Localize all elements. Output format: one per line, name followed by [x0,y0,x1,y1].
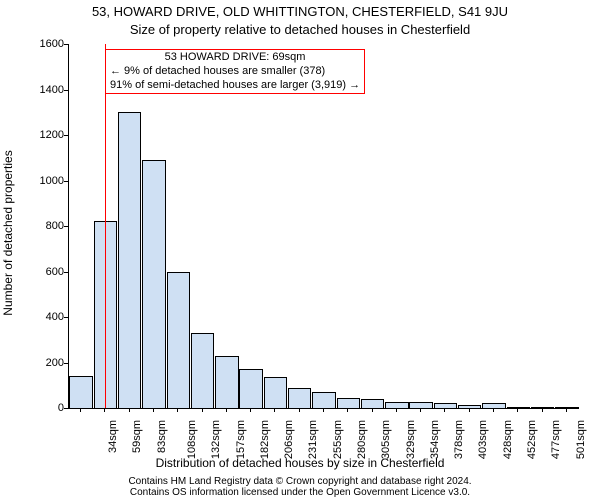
property-histogram: 53, HOWARD DRIVE, OLD WHITTINGTON, CHEST… [0,0,600,500]
y-tick-label: 600 [24,266,64,278]
x-tick-label: 477sqm [550,420,562,459]
x-tick-label: 501sqm [575,420,587,459]
footer-line-2: Contains OS information licensed under t… [0,487,600,498]
y-tick-label: 1000 [24,175,64,187]
x-tick-mark [153,408,154,412]
x-tick-label: 59sqm [131,420,143,453]
x-tick-mark [444,408,445,412]
x-tick-mark [299,408,300,412]
x-tick-mark [177,408,178,412]
y-tick-label: 400 [24,311,64,323]
x-tick-label: 108sqm [186,420,198,459]
x-tick-label: 206sqm [283,420,295,459]
histogram-bar [361,399,384,408]
histogram-bar [215,356,238,408]
histogram-bar [167,272,190,409]
x-tick-label: 83sqm [156,420,168,453]
x-tick-mark [517,408,518,412]
y-tick-mark [64,44,68,45]
histogram-bar [288,388,311,408]
x-tick-label: 280sqm [356,420,368,459]
x-tick-mark [226,408,227,412]
y-tick-label: 800 [24,220,64,232]
x-tick-mark [420,408,421,412]
histogram-bar [69,376,92,408]
y-tick-label: 1200 [24,129,64,141]
x-tick-label: 157sqm [235,420,247,459]
x-tick-label: 354sqm [429,420,441,459]
x-tick-mark [542,408,543,412]
y-tick-mark [64,363,68,364]
y-tick-label: 1400 [24,84,64,96]
y-tick-mark [64,90,68,91]
y-tick-mark [64,226,68,227]
annotation-line: 53 HOWARD DRIVE: 69sqm [110,51,360,65]
marker-annotation: 53 HOWARD DRIVE: 69sqm← 9% of detached h… [105,49,365,94]
annotation-line: ← 9% of detached houses are smaller (378… [110,65,360,79]
x-tick-mark [372,408,373,412]
property-marker-line [105,44,106,408]
histogram-bar [531,407,554,408]
histogram-bar [409,402,432,408]
x-tick-mark [396,408,397,412]
plot-area [68,44,579,409]
x-tick-label: 428sqm [502,420,514,459]
x-tick-label: 452sqm [526,420,538,459]
chart-title-sub: Size of property relative to detached ho… [0,22,600,37]
x-tick-mark [469,408,470,412]
histogram-bar [555,407,578,408]
y-tick-mark [64,272,68,273]
x-tick-mark [493,408,494,412]
y-tick-label: 200 [24,357,64,369]
y-tick-mark [64,317,68,318]
x-tick-label: 329sqm [405,420,417,459]
y-tick-label: 0 [24,402,64,414]
y-tick-mark [64,181,68,182]
histogram-bar [458,405,481,408]
x-tick-mark [566,408,567,412]
x-tick-mark [202,408,203,412]
x-tick-mark [129,408,130,412]
histogram-bar [142,160,165,408]
x-tick-mark [250,408,251,412]
y-tick-label: 1600 [24,38,64,50]
x-tick-mark [323,408,324,412]
x-tick-label: 34sqm [107,420,119,453]
x-tick-mark [104,408,105,412]
footer-line-1: Contains HM Land Registry data © Crown c… [0,476,600,487]
histogram-bar [191,333,214,408]
histogram-bar [385,402,408,408]
histogram-bar [337,398,360,408]
histogram-bar [118,112,141,408]
chart-footer: Contains HM Land Registry data © Crown c… [0,476,600,498]
chart-title-main: 53, HOWARD DRIVE, OLD WHITTINGTON, CHEST… [0,4,600,19]
x-tick-label: 403sqm [478,420,490,459]
x-tick-mark [347,408,348,412]
y-tick-mark [64,135,68,136]
histogram-bar [264,377,287,408]
histogram-bar [434,403,457,408]
x-tick-label: 378sqm [453,420,465,459]
x-tick-label: 255sqm [332,420,344,459]
annotation-line: 91% of semi-detached houses are larger (… [110,79,360,93]
x-tick-mark [80,408,81,412]
x-tick-label: 231sqm [308,420,320,459]
x-tick-label: 305sqm [380,420,392,459]
y-tick-mark [64,408,68,409]
x-tick-label: 182sqm [259,420,271,459]
histogram-bar [239,369,262,408]
histogram-bar [507,407,530,408]
x-tick-label: 132sqm [210,420,222,459]
histogram-bar [312,392,335,408]
x-tick-mark [274,408,275,412]
